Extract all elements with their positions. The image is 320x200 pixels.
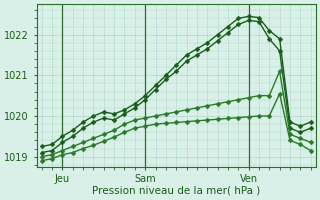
X-axis label: Pression niveau de la mer( hPa ): Pression niveau de la mer( hPa )	[92, 186, 260, 196]
